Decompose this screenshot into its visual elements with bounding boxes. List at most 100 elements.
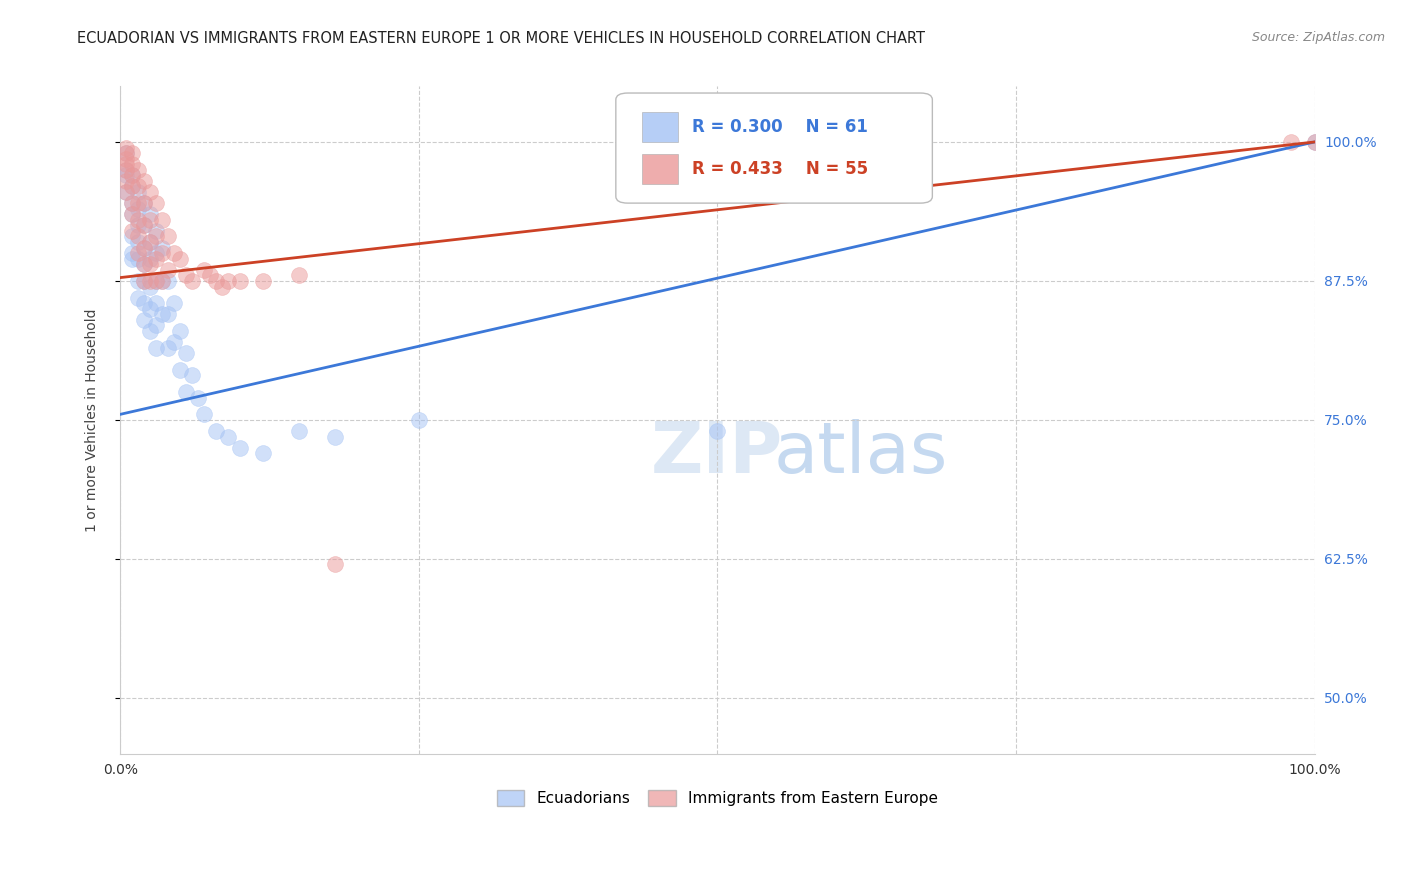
Point bbox=[288, 268, 311, 283]
Point bbox=[145, 341, 167, 355]
Point bbox=[408, 413, 430, 427]
Point bbox=[150, 246, 173, 260]
Point bbox=[121, 224, 143, 238]
Point bbox=[252, 274, 274, 288]
Legend: Ecuadorians, Immigrants from Eastern Europe: Ecuadorians, Immigrants from Eastern Eur… bbox=[491, 784, 945, 813]
Point bbox=[132, 313, 155, 327]
Point bbox=[127, 252, 149, 266]
Point bbox=[127, 274, 149, 288]
Point bbox=[139, 324, 162, 338]
Point bbox=[127, 185, 149, 199]
Point bbox=[169, 324, 191, 338]
FancyBboxPatch shape bbox=[643, 154, 678, 185]
Point bbox=[127, 219, 149, 233]
Point bbox=[115, 162, 138, 177]
FancyBboxPatch shape bbox=[616, 93, 932, 203]
Point bbox=[706, 424, 728, 438]
Point bbox=[121, 179, 143, 194]
Point bbox=[132, 274, 155, 288]
Point bbox=[115, 169, 138, 183]
Point bbox=[228, 274, 250, 288]
Point bbox=[150, 307, 173, 321]
Point bbox=[204, 424, 226, 438]
Point bbox=[198, 268, 221, 283]
Point bbox=[115, 174, 138, 188]
Point bbox=[211, 279, 233, 293]
Point bbox=[145, 296, 167, 310]
Point bbox=[121, 146, 143, 161]
Point bbox=[169, 363, 191, 377]
Text: ZIP: ZIP bbox=[651, 419, 783, 488]
Point bbox=[139, 235, 162, 249]
Point bbox=[145, 252, 167, 266]
Point bbox=[145, 196, 167, 211]
Point bbox=[1303, 135, 1326, 149]
Point bbox=[132, 257, 155, 271]
Point bbox=[156, 341, 179, 355]
Point bbox=[145, 224, 167, 238]
Point bbox=[139, 257, 162, 271]
Point bbox=[163, 296, 186, 310]
Point bbox=[115, 185, 138, 199]
Point bbox=[145, 229, 167, 244]
Point bbox=[121, 169, 143, 183]
Point bbox=[132, 219, 155, 233]
Text: R = 0.300    N = 61: R = 0.300 N = 61 bbox=[692, 118, 868, 136]
Point bbox=[169, 252, 191, 266]
Y-axis label: 1 or more Vehicles in Household: 1 or more Vehicles in Household bbox=[86, 309, 100, 532]
Point bbox=[139, 252, 162, 266]
Point bbox=[127, 246, 149, 260]
Point bbox=[145, 246, 167, 260]
Point bbox=[156, 229, 179, 244]
Point bbox=[132, 219, 155, 233]
Point bbox=[132, 241, 155, 255]
Point bbox=[163, 335, 186, 350]
Point bbox=[288, 424, 311, 438]
Point bbox=[132, 174, 155, 188]
Point bbox=[150, 274, 173, 288]
Point bbox=[121, 207, 143, 221]
Point bbox=[1279, 135, 1302, 149]
Point bbox=[127, 235, 149, 249]
Point bbox=[180, 368, 202, 383]
Point bbox=[174, 268, 197, 283]
Point bbox=[121, 179, 143, 194]
Text: atlas: atlas bbox=[773, 419, 948, 488]
Point bbox=[323, 558, 346, 572]
Point bbox=[115, 185, 138, 199]
Point bbox=[187, 391, 209, 405]
Point bbox=[252, 446, 274, 460]
Point bbox=[127, 229, 149, 244]
Point bbox=[121, 196, 143, 211]
Point bbox=[115, 157, 138, 171]
Point bbox=[217, 429, 239, 443]
Point bbox=[121, 169, 143, 183]
Point bbox=[132, 196, 155, 211]
Point bbox=[1303, 135, 1326, 149]
Point bbox=[145, 318, 167, 333]
Point bbox=[163, 246, 186, 260]
Point bbox=[115, 152, 138, 166]
Point bbox=[127, 162, 149, 177]
Text: R = 0.433    N = 55: R = 0.433 N = 55 bbox=[692, 161, 869, 178]
Point bbox=[127, 202, 149, 216]
Point bbox=[180, 274, 202, 288]
Point bbox=[132, 274, 155, 288]
Text: ECUADORIAN VS IMMIGRANTS FROM EASTERN EUROPE 1 OR MORE VEHICLES IN HOUSEHOLD COR: ECUADORIAN VS IMMIGRANTS FROM EASTERN EU… bbox=[77, 31, 925, 46]
Point bbox=[121, 207, 143, 221]
Point bbox=[115, 162, 138, 177]
Point bbox=[121, 246, 143, 260]
Text: Source: ZipAtlas.com: Source: ZipAtlas.com bbox=[1251, 31, 1385, 45]
Point bbox=[156, 307, 179, 321]
Point bbox=[139, 301, 162, 316]
Point bbox=[145, 274, 167, 288]
Point bbox=[204, 274, 226, 288]
Point bbox=[145, 274, 167, 288]
Point bbox=[121, 196, 143, 211]
Point bbox=[193, 262, 215, 277]
Point bbox=[228, 441, 250, 455]
Point bbox=[121, 229, 143, 244]
Point bbox=[150, 274, 173, 288]
Point bbox=[156, 262, 179, 277]
Point bbox=[132, 241, 155, 255]
